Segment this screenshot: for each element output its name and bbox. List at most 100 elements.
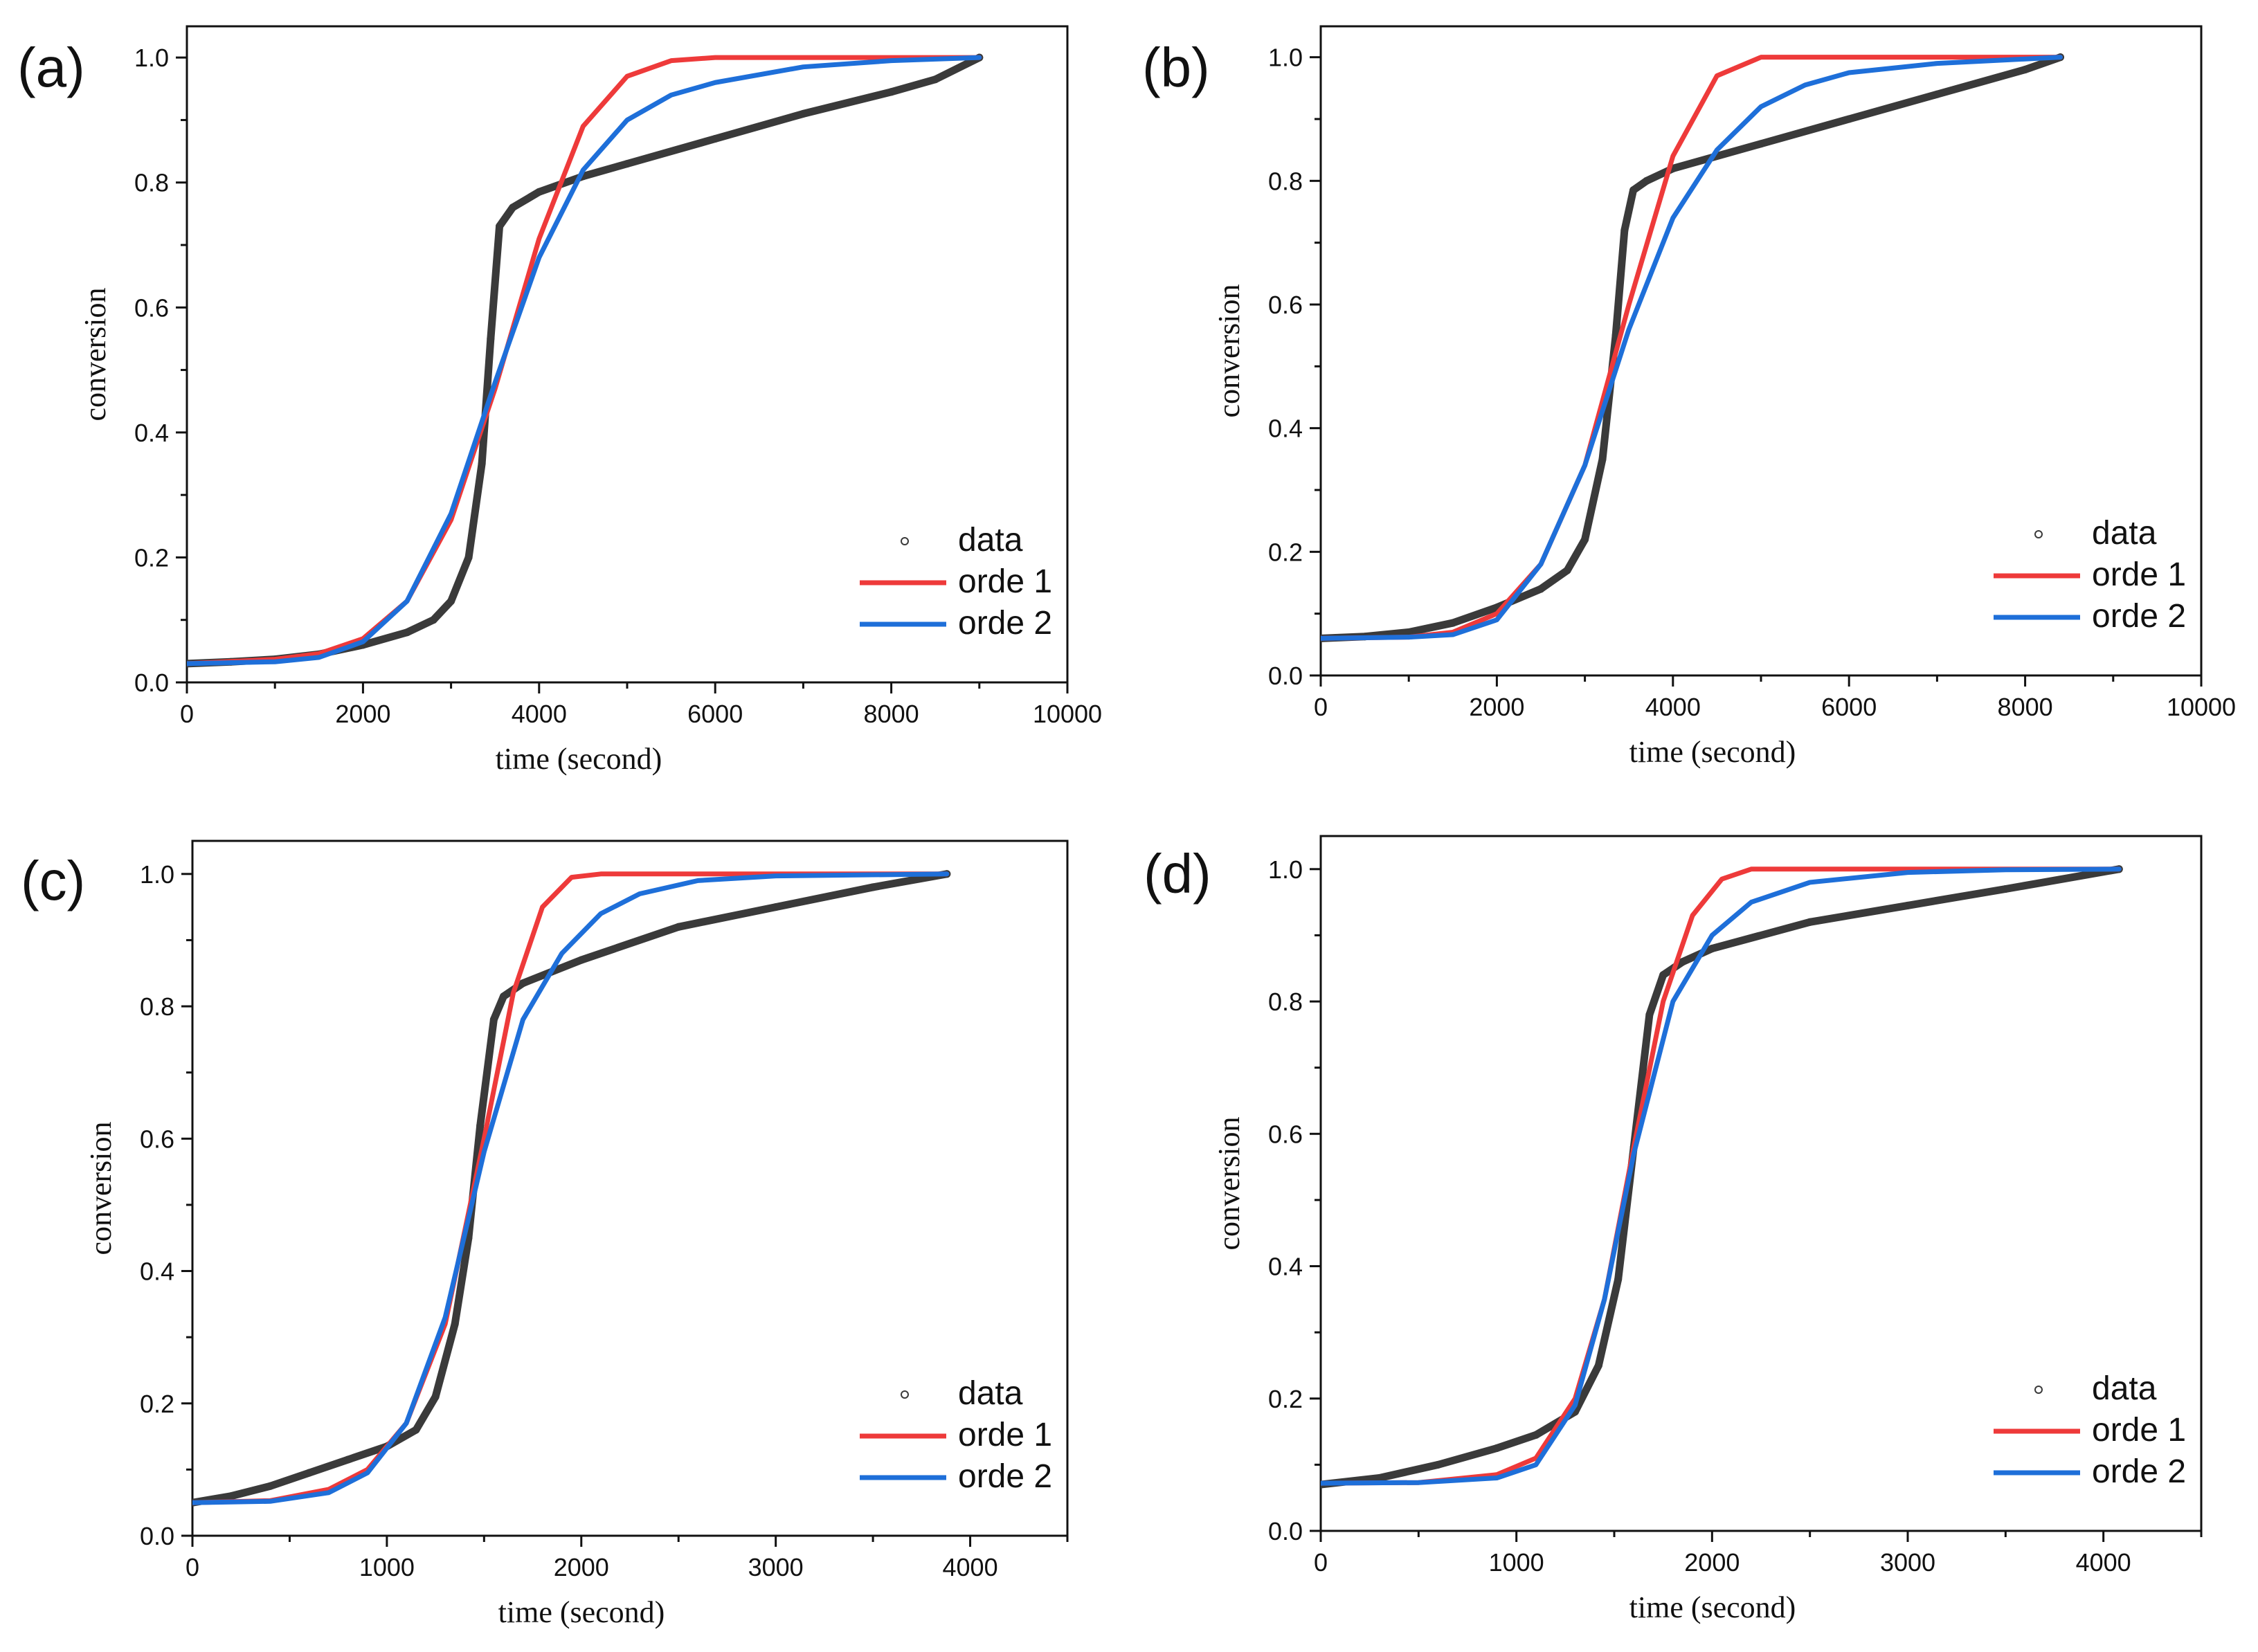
x-tick-label: 8000 bbox=[1998, 693, 2053, 721]
y-tick-label: 0.2 bbox=[1268, 1385, 1303, 1413]
y-tick-label: 0.8 bbox=[1268, 167, 1303, 195]
y-tick-label: 0.6 bbox=[1268, 1120, 1303, 1148]
data-point bbox=[227, 1492, 235, 1500]
legend-marker-data bbox=[2034, 1386, 2043, 1394]
data-point bbox=[476, 1121, 485, 1129]
legend-label: orde 1 bbox=[2092, 556, 2186, 593]
y-tick-label: 0.2 bbox=[134, 543, 169, 572]
panel-letter: (b) bbox=[1142, 37, 1210, 98]
y-tick-label: 0.4 bbox=[1268, 1253, 1303, 1281]
legend-marker-data bbox=[901, 1390, 909, 1399]
legend-label: orde 2 bbox=[958, 605, 1052, 642]
legend-label: orde 2 bbox=[2092, 1453, 2186, 1490]
x-tick-label: 4000 bbox=[1645, 693, 1701, 721]
data-point bbox=[1563, 566, 1571, 574]
data-point bbox=[447, 597, 455, 606]
series-data-line bbox=[1321, 53, 2064, 642]
x-axis-title: time (second) bbox=[1629, 1590, 1796, 1624]
y-tick-label: 1.0 bbox=[1268, 44, 1303, 72]
data-point bbox=[519, 979, 527, 988]
y-tick-label: 0.6 bbox=[140, 1125, 174, 1153]
data-point bbox=[1581, 535, 1589, 543]
data-point bbox=[2001, 884, 2009, 893]
panel-letter: (a) bbox=[17, 37, 85, 98]
data-point bbox=[429, 616, 437, 624]
chart-panel-c: (c) 0 1000 2000 3000 4000 0.0 0.2 0.4 0.6 0.8 1.0 ti… bbox=[21, 839, 1069, 1629]
x-tick-label: 2000 bbox=[554, 1553, 609, 1581]
x-tick-label: 2000 bbox=[335, 700, 390, 728]
data-point bbox=[674, 923, 683, 931]
y-axis-title: conversion bbox=[78, 287, 112, 421]
x-tick-label: 6000 bbox=[687, 700, 743, 728]
y-tick-label: 0.0 bbox=[140, 1522, 174, 1550]
y-tick-label: 0.0 bbox=[1268, 662, 1303, 690]
data-point bbox=[1757, 140, 1765, 148]
series-line-orde-1 bbox=[1321, 55, 2063, 641]
data-point bbox=[1375, 1474, 1384, 1482]
data-point bbox=[1629, 186, 1638, 194]
x-tick-label: 4000 bbox=[2076, 1548, 2131, 1577]
y-tick-label: 1.0 bbox=[1268, 855, 1303, 884]
x-tick-label: 10000 bbox=[1033, 700, 1102, 728]
data-point bbox=[1594, 1361, 1602, 1370]
y-tick-label: 0.8 bbox=[1268, 988, 1303, 1016]
data-point bbox=[1933, 90, 1941, 98]
legend-marker-data bbox=[2034, 530, 2043, 538]
data-point bbox=[1679, 958, 1687, 966]
x-tick-label: 0 bbox=[1314, 1548, 1328, 1577]
chart-panel-d: (d) 0 1000 2000 3000 4000 0.0 0.2 0.4 0.6 0.8 1.0 ti… bbox=[1144, 835, 2203, 1624]
x-tick-label: 1000 bbox=[359, 1553, 415, 1581]
legend-label: data bbox=[2092, 1370, 2157, 1407]
data-point bbox=[1532, 1431, 1540, 1439]
data-point bbox=[509, 203, 517, 212]
series-line-orde-2 bbox=[1321, 866, 2122, 1486]
data-point bbox=[1620, 226, 1629, 235]
series-line-orde-1 bbox=[192, 871, 950, 1505]
series-data-line bbox=[1321, 865, 2123, 1489]
series-line-orde-2 bbox=[192, 871, 950, 1505]
data-point bbox=[403, 628, 411, 637]
data-point bbox=[1708, 945, 1716, 953]
data-point bbox=[305, 1469, 314, 1477]
data-point bbox=[1904, 901, 1912, 909]
data-point bbox=[1537, 585, 1545, 593]
data-point bbox=[869, 883, 877, 891]
y-axis-title: conversion bbox=[84, 1121, 118, 1255]
x-tick-label: 0 bbox=[186, 1553, 199, 1581]
data-point bbox=[1845, 115, 1853, 123]
x-tick-label: 6000 bbox=[1821, 693, 1877, 721]
x-tick-label: 0 bbox=[180, 700, 194, 728]
y-tick-label: 0.4 bbox=[1268, 415, 1303, 443]
legend-label: orde 1 bbox=[958, 1417, 1052, 1453]
legend-label: orde 1 bbox=[958, 563, 1052, 600]
y-axis-title: conversion bbox=[1212, 284, 1246, 417]
data-point bbox=[1598, 455, 1607, 463]
y-tick-label: 0.6 bbox=[134, 293, 169, 322]
data-point bbox=[1449, 619, 1457, 627]
x-tick-label: 8000 bbox=[864, 700, 919, 728]
data-point bbox=[412, 1426, 420, 1434]
data-point bbox=[478, 460, 486, 468]
data-point bbox=[623, 160, 631, 168]
y-tick-label: 0.8 bbox=[134, 169, 169, 197]
data-point bbox=[1405, 628, 1413, 636]
y-tick-label: 0.2 bbox=[140, 1390, 174, 1418]
y-tick-label: 1.0 bbox=[140, 860, 174, 889]
data-point bbox=[1614, 1276, 1623, 1284]
data-point bbox=[535, 188, 543, 196]
series-line-orde-1 bbox=[187, 55, 982, 666]
x-tick-label: 2000 bbox=[1469, 693, 1524, 721]
y-tick-label: 0.0 bbox=[1268, 1517, 1303, 1545]
y-tick-label: 0.8 bbox=[140, 992, 174, 1021]
data-point bbox=[799, 109, 807, 118]
data-point bbox=[489, 1015, 498, 1024]
legend-label: orde 2 bbox=[2092, 598, 2186, 635]
series-data-line bbox=[187, 53, 984, 668]
y-tick-label: 1.0 bbox=[134, 44, 169, 72]
data-point bbox=[1492, 1444, 1501, 1452]
legend-label: data bbox=[958, 1375, 1023, 1412]
data-point bbox=[431, 1392, 440, 1401]
x-tick-label: 4000 bbox=[512, 700, 567, 728]
legend-label: orde 1 bbox=[2092, 1412, 2186, 1449]
